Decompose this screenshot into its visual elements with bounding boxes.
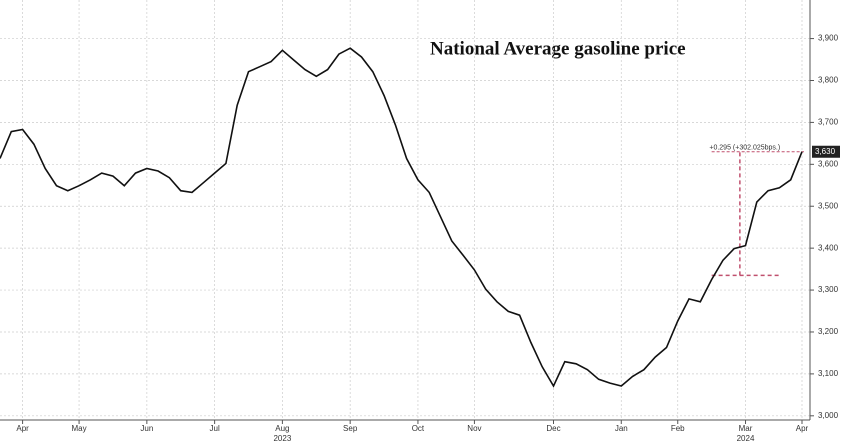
- last-price-label: 3,630: [815, 147, 836, 156]
- year-label: 2023: [273, 434, 291, 443]
- price-line: [0, 47, 803, 388]
- x-tick-label: Oct: [412, 424, 425, 433]
- y-tick-label: 3,200: [818, 327, 839, 336]
- measure-label: +0.295 (+302.025bps.): [709, 145, 780, 152]
- year-label: 2024: [737, 434, 755, 443]
- x-tick-label: Dec: [546, 424, 560, 433]
- x-tick-label: May: [72, 424, 87, 433]
- y-tick-label: 3,800: [818, 76, 839, 85]
- x-tick-label: Feb: [671, 424, 685, 433]
- x-tick-label: Nov: [467, 424, 481, 433]
- y-tick-label: 3,700: [818, 118, 839, 127]
- x-tick-label: Apr: [16, 424, 29, 433]
- y-tick-label: 3,000: [818, 411, 839, 420]
- x-tick-label: Jan: [615, 424, 628, 433]
- chart-title: National Average gasoline price: [430, 38, 686, 59]
- y-tick-label: 3,500: [818, 201, 839, 210]
- y-tick-label: 3,600: [818, 159, 839, 168]
- x-tick-label: Mar: [739, 424, 753, 433]
- x-tick-label: Jul: [210, 424, 220, 433]
- last-price-box: [812, 145, 840, 158]
- x-tick-label: Apr: [796, 424, 809, 433]
- y-tick-label: 3,300: [818, 285, 839, 294]
- y-tick-label: 3,100: [818, 369, 839, 378]
- x-tick-label: Sep: [343, 424, 358, 433]
- y-tick-label: 3,400: [818, 243, 839, 252]
- x-tick-label: Jun: [140, 424, 153, 433]
- y-tick-label: 3,900: [818, 34, 839, 43]
- x-tick-label: Aug: [275, 424, 289, 433]
